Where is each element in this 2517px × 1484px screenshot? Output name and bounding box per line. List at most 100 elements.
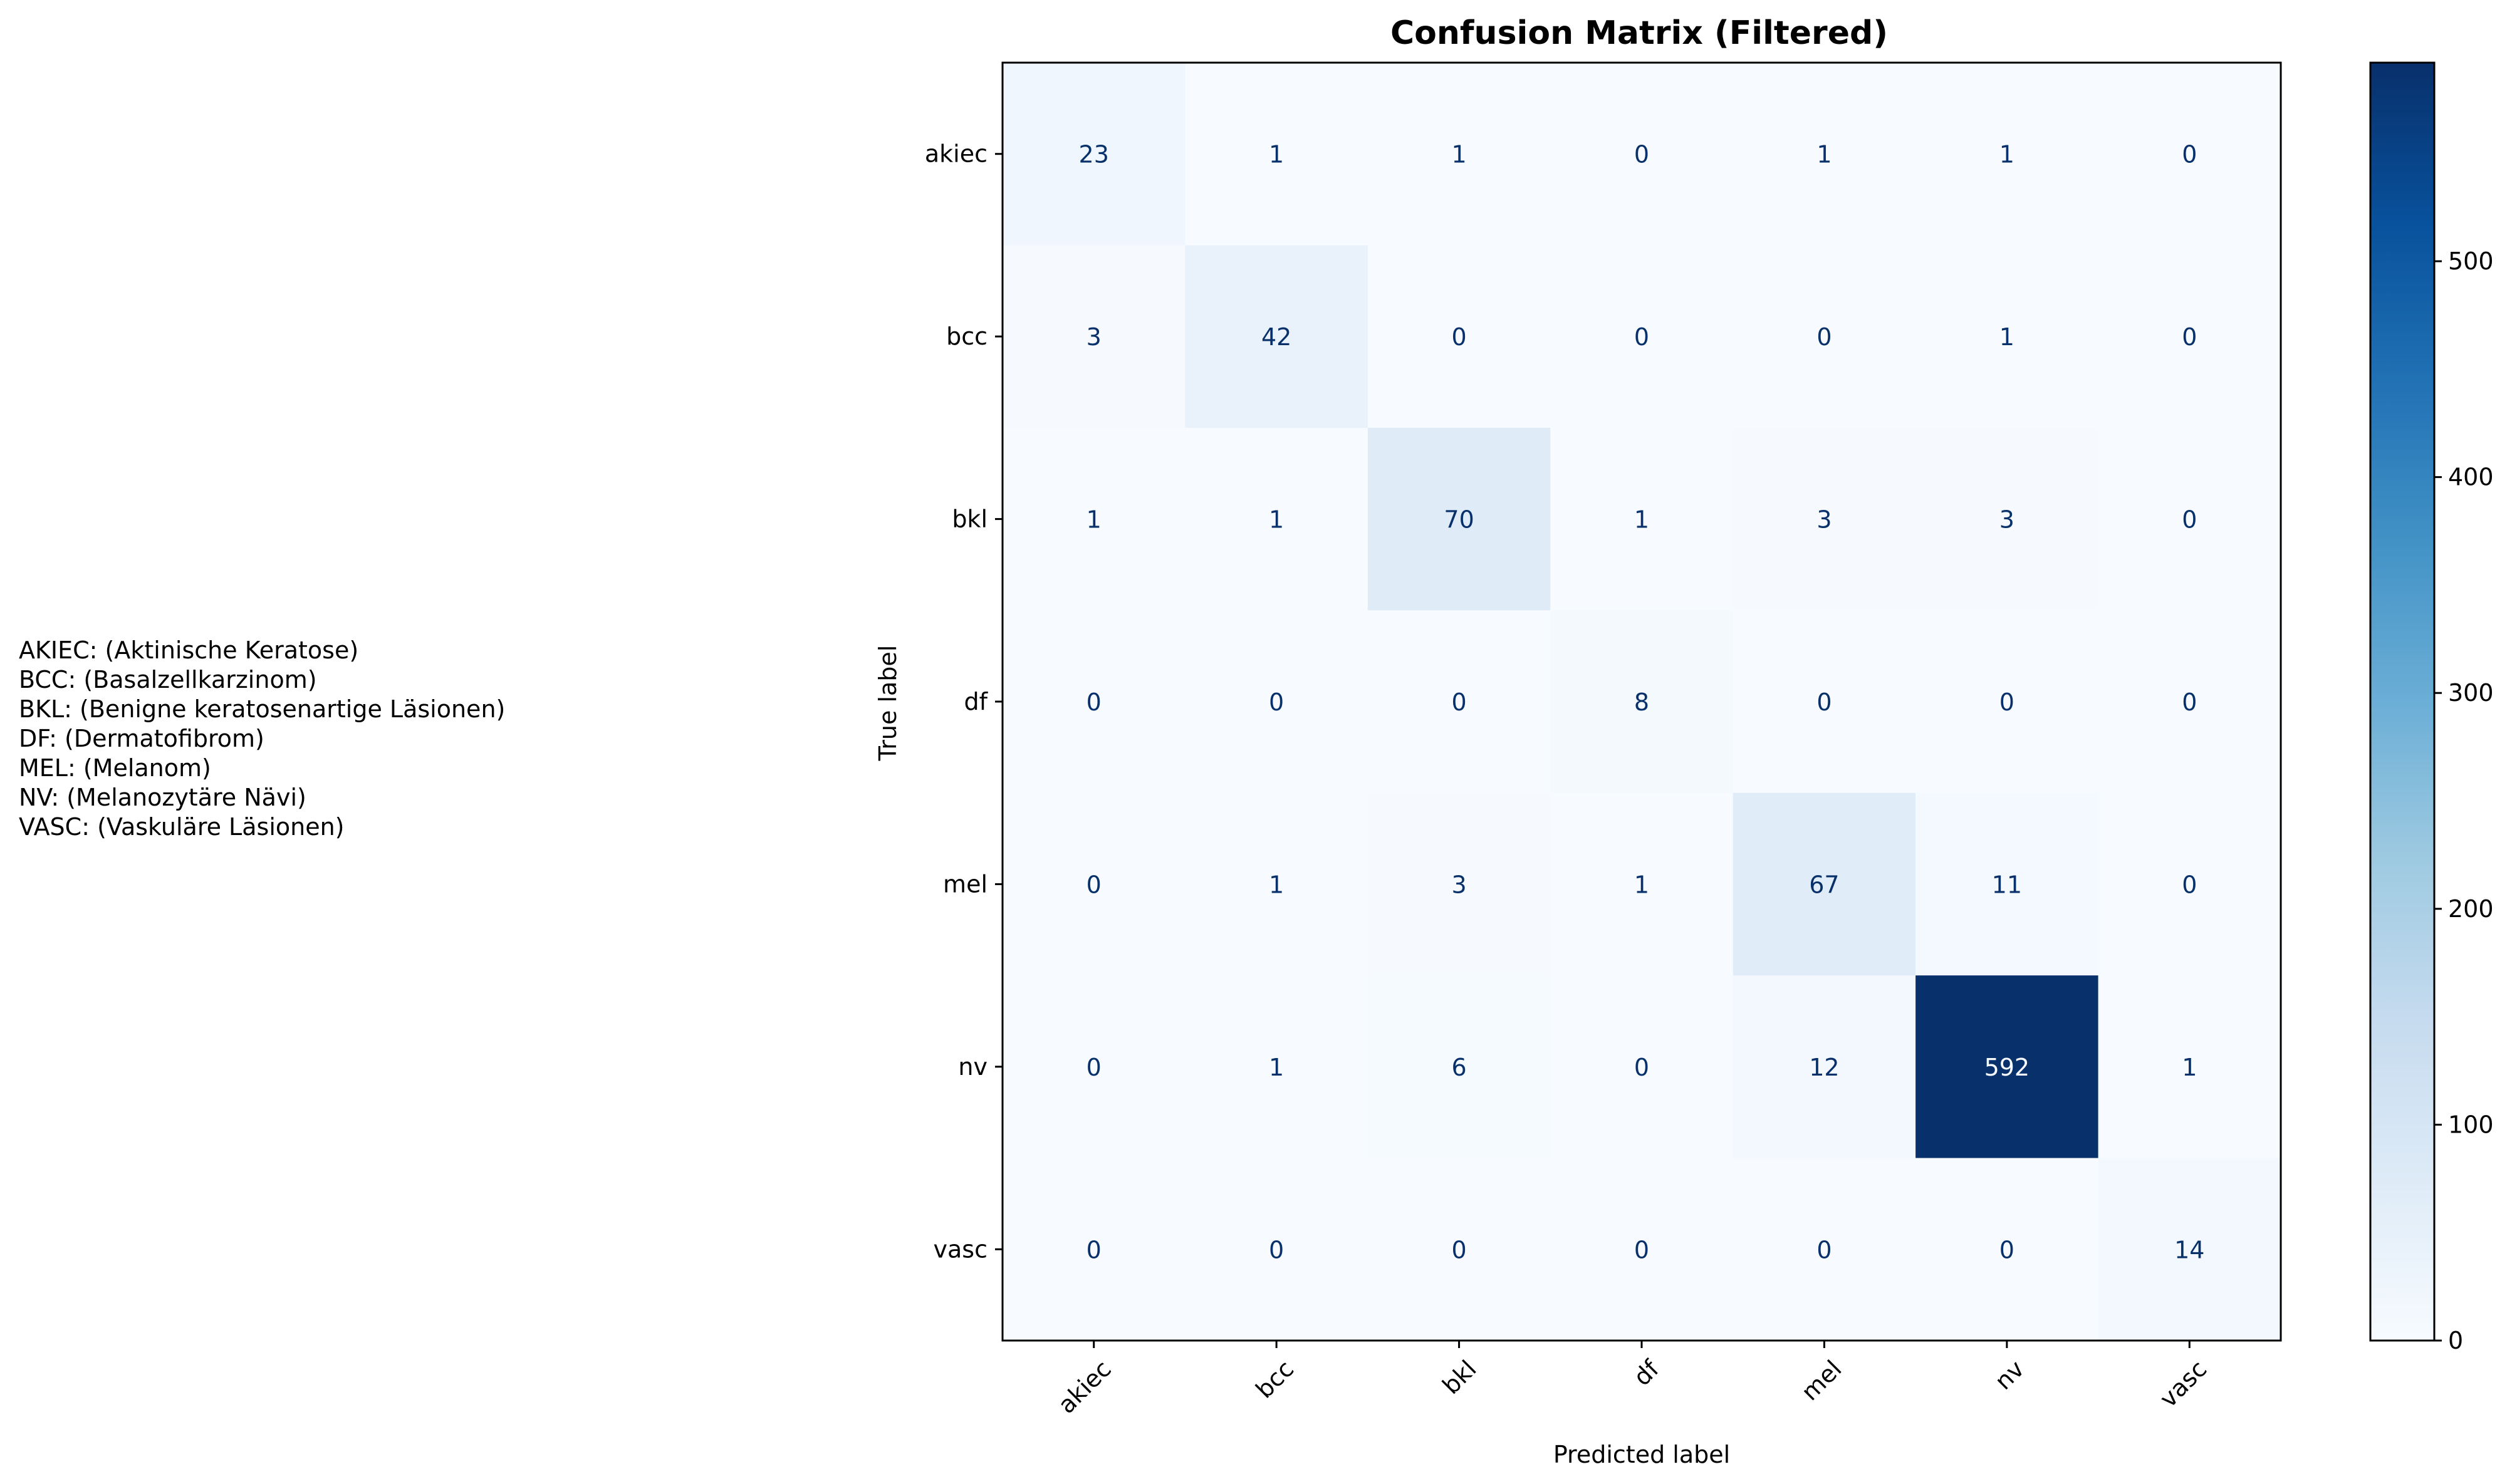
cell-value-label: 8 [1634,688,1649,716]
heatmap-cell [1367,245,1551,428]
y-axis-ticks: akiec bcc bkl df mel nv vasc [925,140,1003,1263]
heatmap-cell [1367,427,1551,611]
y-tick-label: df [964,688,989,715]
legend-line: VASC: (Vaskuläre Läsionen) [19,813,345,841]
cell-value-label: 0 [1634,323,1649,351]
colorbar-ticks: 0 100 200 300 400 500 [2434,247,2494,1354]
heatmap-cell [1003,245,1186,428]
cell-value-label: 0 [1451,1236,1466,1263]
cell-value-label: 14 [2174,1236,2204,1263]
heatmap-cell [1550,610,1734,794]
heatmap-cell [1915,610,2099,794]
colorbar [2369,61,2436,1342]
heatmap-cell [1367,792,1551,976]
heatmap-cell [1915,63,2099,246]
colorbar-tick-label: 100 [2448,1111,2494,1138]
cell-value-label: 0 [1816,1236,1832,1263]
heatmap-cell [2098,792,2281,976]
heatmap-cell [1003,610,1186,794]
heatmap-cell [1733,792,1916,976]
heatmap-cell [1915,245,2099,428]
cell-value-label: 1 [1269,141,1284,169]
cell-value-label: 0 [2182,323,2197,351]
legend-line: NV: (Melanozytäre Nävi) [19,784,306,811]
cell-value-label: 1 [1269,1054,1284,1081]
heatmap-cell [1003,975,1186,1159]
cell-value-label: 0 [2182,506,2197,534]
heatmap-cell [1185,975,1368,1159]
cell-value-label: 1 [1999,141,2014,169]
heatmap-cell [1733,1158,1916,1341]
legend-line: BKL: (Benigne keratosenartige Läsionen) [19,695,506,723]
cell-value-label: 3 [1451,871,1466,898]
heatmap-cell [1185,427,1368,611]
cell-value-label: 3 [1087,323,1102,351]
heatmap-cell [1550,792,1734,976]
y-tick-label: nv [958,1053,988,1081]
cell-value-label: 1 [1634,506,1649,534]
cell-value-label: 0 [1816,323,1832,351]
cell-value-label: 42 [1261,323,1291,351]
cell-value-label: 67 [1809,871,1839,898]
cell-value-label: 3 [1999,506,2014,534]
heatmap-cell [1550,975,1734,1159]
y-tick-label: akiec [925,140,988,168]
cell-value-label: 0 [1999,688,2014,716]
heatmap-cell [1367,1158,1551,1341]
heatmap-cell [1003,427,1186,611]
heatmap-cell [1733,975,1916,1159]
cell-value-label: 0 [1634,141,1649,169]
heatmap-cell [1367,610,1551,794]
cell-value-label: 1 [1451,141,1466,169]
heatmap-cell [1003,792,1186,976]
cell-value-label: 70 [1444,506,1474,534]
y-axis-label: True label [874,645,902,762]
cell-value-label: 0 [1816,688,1832,716]
cell-value-label: 6 [1451,1054,1466,1081]
cell-value-label: 0 [1087,1236,1102,1263]
heatmap-cell [1915,1158,2099,1341]
chart-title: Confusion Matrix (Filtered) [1390,14,1888,52]
colorbar-tick-label: 0 [2448,1327,2463,1354]
legend-line: MEL: (Melanom) [19,754,211,782]
legend-line: BCC: (Basalzellkarzinom) [19,666,317,693]
heatmap-cell [1733,245,1916,428]
cell-value-label: 0 [1087,1054,1102,1081]
colorbar-tick-label: 200 [2448,895,2494,923]
y-tick-label: mel [943,870,988,898]
cell-value-label: 1 [1816,141,1832,169]
cell-value-label: 0 [1634,1236,1649,1263]
heatmap-cell [1915,427,2099,611]
cell-value-label: 1 [1634,871,1649,898]
heatmap-cell [1185,610,1368,794]
cell-value-label: 1 [1269,871,1284,898]
cell-value-label: 0 [1634,1054,1649,1081]
heatmap-cell [2098,63,2281,246]
heatmap-cell [2098,1158,2281,1341]
heatmap-cell [1367,975,1551,1159]
heatmap-cell [1185,63,1368,246]
heatmap-cell [1003,63,1186,246]
x-axis-label: Predicted label [1553,1441,1730,1468]
heatmap-cells [1003,63,2281,1341]
colorbar-tick-label: 500 [2448,247,2494,275]
cell-value-label: 0 [1269,1236,1284,1263]
heatmap-cell [2098,245,2281,428]
heatmap-cell [1550,1158,1734,1341]
colorbar-tick-label: 400 [2448,464,2494,491]
heatmap-cell [1550,63,1734,246]
heatmap-cell [1733,63,1916,246]
cell-value-label: 0 [1451,688,1466,716]
heatmap-cell [1367,63,1551,246]
heatmap-cell [1733,427,1916,611]
heatmap-cell [1550,427,1734,611]
y-tick-label: bcc [946,323,988,350]
cell-value-label: 23 [1079,141,1109,169]
cell-value-label: 0 [2182,871,2197,898]
y-tick-label: bkl [952,506,988,533]
cell-value-labels: 23 1 1 0 1 1 03 42 0 0 0 1 01 1 70 1 3 3 00 0 0 8 0 0 00 1 3 1 67 11 0… [1079,141,2205,1264]
cell-value-label: 11 [1992,871,2022,898]
cell-value-label: 592 [1984,1054,2030,1081]
heatmap-cell [2098,975,2281,1159]
heatmap-cell [1915,975,2099,1159]
